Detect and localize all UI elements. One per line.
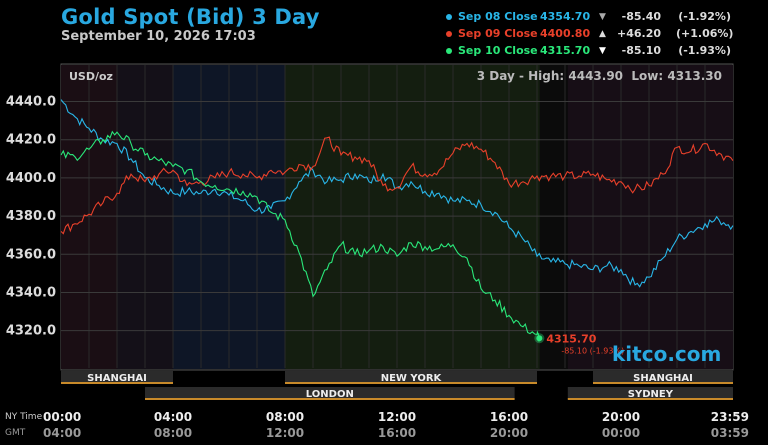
session-label: NEW YORK [381, 373, 443, 384]
gmt-tick-label: 08:00 [154, 426, 192, 440]
ny-time-label: NY Time [5, 412, 43, 422]
ny-tick-label: 04:00 [154, 410, 192, 424]
brand-watermark: kitco.com [612, 342, 722, 366]
last-price-label: 4315.70 [546, 332, 596, 345]
series-line-sep10 [60, 130, 540, 342]
gmt-tick-label: 00:00 [602, 426, 640, 440]
legend-item-sep08: Sep 08 Close 4354.70 ▼ -85.40 (-1.92%) [446, 10, 731, 24]
up-arrow-icon: ▲ [599, 29, 606, 39]
chart-subtitle: September 10, 2026 17:03 [61, 29, 256, 44]
gmt-tick-label: 04:00 [43, 426, 81, 440]
session-label: SYDNEY [628, 389, 674, 400]
legend-dot-sep08 [446, 14, 452, 20]
legend-close: 4400.80 [540, 27, 591, 40]
unit-label: USD/oz [69, 70, 113, 83]
session-bar-bg [285, 371, 537, 383]
y-tick-label: 4360.0 [6, 247, 56, 262]
legend-pct: (-1.93%) [678, 44, 731, 57]
y-tick-label: 4340.0 [6, 285, 56, 300]
legend-pct: (+1.06%) [676, 27, 734, 40]
legend-label: Sep 10 Close [458, 44, 538, 57]
legend-dot-sep10 [446, 48, 452, 54]
session-bar-bg [61, 371, 173, 383]
legend-label: Sep 09 Close [458, 27, 538, 40]
ny-tick-label: 16:00 [490, 410, 528, 424]
legend-close: 4354.70 [540, 10, 591, 23]
legend-change: +46.20 [616, 27, 661, 40]
down-arrow-icon: ▼ [599, 46, 606, 56]
ny-tick-label: 23:59 [711, 410, 749, 424]
gmt-tick-label: 12:00 [266, 426, 304, 440]
last-price-dot [536, 335, 543, 342]
session-bar-bg [567, 387, 733, 399]
session-label: SHANGHAI [87, 373, 147, 384]
last-change-label: -85.10 (-1.93%) [561, 346, 624, 355]
legend-label: Sep 08 Close [458, 10, 538, 23]
session-label: SHANGHAI [633, 373, 693, 384]
legend-dot-sep09 [446, 31, 452, 37]
session-band [285, 65, 540, 369]
last-price-marker: 4315.70-85.10 (-1.93%) [534, 332, 624, 355]
y-tick-label: 4400.0 [6, 171, 56, 186]
ny-tick-label: 08:00 [266, 410, 304, 424]
chart-title: Gold Spot (Bid) 3 Day [61, 5, 320, 29]
legend-change: -85.10 [621, 44, 661, 57]
y-tick-label: 4380.0 [6, 209, 56, 224]
series-line-sep09 [60, 136, 734, 235]
grid-lines [61, 65, 733, 368]
session-bar-bg [145, 387, 515, 399]
gmt-label: GMT [5, 428, 26, 438]
x-axis: NY Time GMT 00:00 04:00 04:00 08:00 08:00 12:00… [5, 410, 749, 440]
ny-tick-label: 00:00 [43, 410, 81, 424]
y-tick-label: 4440.0 [6, 95, 56, 110]
gmt-tick-label: 16:00 [378, 426, 416, 440]
y-tick-label: 4320.0 [6, 324, 56, 339]
session-label: LONDON [306, 389, 354, 400]
ny-tick-label: 12:00 [378, 410, 416, 424]
down-arrow-icon: ▼ [599, 12, 606, 22]
gmt-tick-label: 20:00 [490, 426, 528, 440]
series-lines [60, 99, 734, 342]
y-axis: 4320.0 4340.0 4360.0 4380.0 4400.0 4420.0 4440… [6, 95, 56, 339]
ny-tick-label: 20:00 [602, 410, 640, 424]
legend-pct: (-1.92%) [678, 10, 731, 23]
legend-change: -85.40 [621, 10, 661, 23]
legend-close: 4315.70 [540, 44, 591, 57]
session-bars: SHANGHAI NEW YORK SHANGHAI LONDON SYDNEY [61, 371, 733, 400]
legend-item-sep10: Sep 10 Close 4315.70 ▼ -85.10 (-1.93%) [446, 44, 731, 58]
session-bar-bg [593, 371, 733, 383]
high-low-summary: 3 Day - High: 4443.90 Low: 4313.30 [477, 69, 722, 83]
gmt-tick-label: 03:59 [711, 426, 749, 440]
legend-item-sep09: Sep 09 Close 4400.80 ▲ +46.20 (+1.06%) [446, 27, 734, 41]
session-band [539, 65, 568, 369]
y-tick-label: 4420.0 [6, 133, 56, 148]
